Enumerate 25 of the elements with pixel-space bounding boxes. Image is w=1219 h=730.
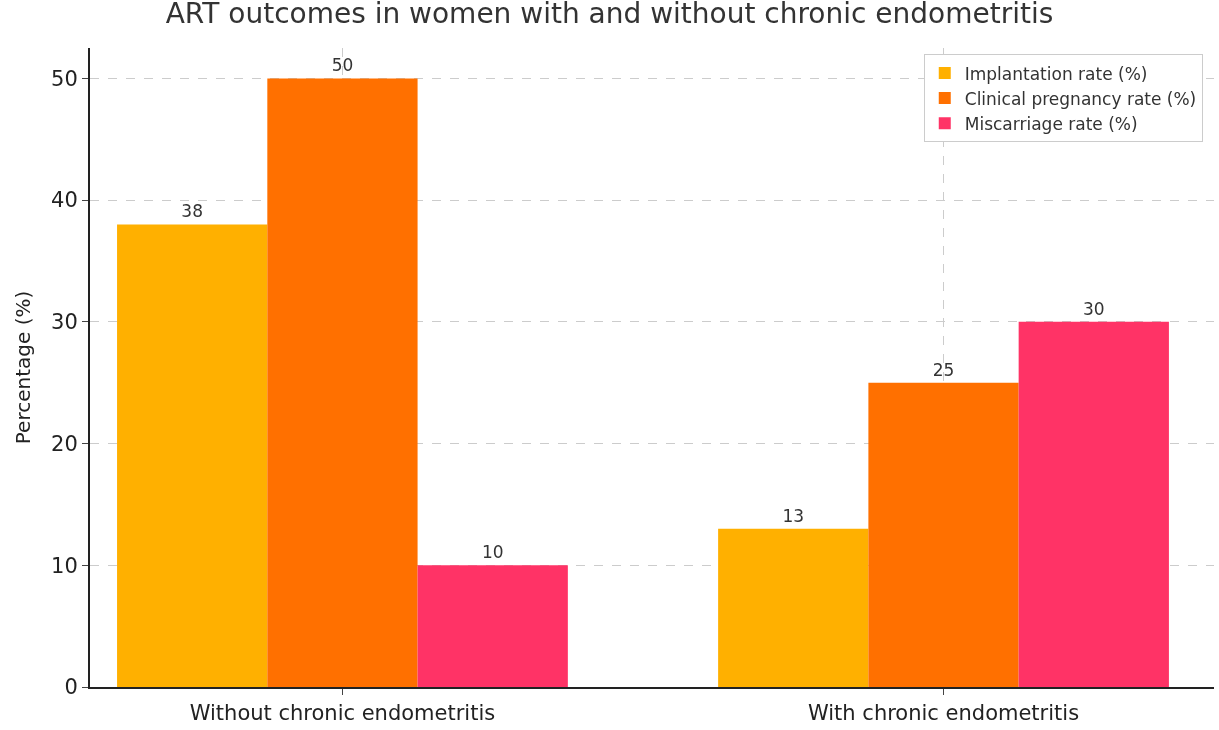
bar (417, 565, 568, 687)
legend-label: Miscarriage rate (%) (964, 113, 1138, 134)
y-tick-label: 0 (64, 675, 78, 700)
data-label: 13 (782, 505, 805, 526)
bar (718, 528, 869, 687)
y-tick-label: 50 (51, 66, 78, 91)
bar (868, 382, 1019, 687)
y-tick-label: 40 (51, 188, 78, 213)
x-tick-label: Without chronic endometritis (189, 701, 496, 726)
data-label: 50 (331, 55, 354, 76)
bar (1018, 321, 1169, 687)
data-label: 25 (932, 359, 955, 380)
legend-label: Clinical pregnancy rate (%) (964, 88, 1197, 109)
y-tick-label: 30 (51, 310, 78, 335)
bar (267, 78, 418, 687)
x-tick-label: With chronic endometritis (807, 701, 1080, 726)
bar (117, 224, 268, 687)
y-tick-label: 20 (51, 431, 78, 456)
y-tick-label: 10 (51, 553, 78, 578)
chart-title: ART outcomes in women with and without chronic endometritis (165, 0, 1054, 31)
data-label: 10 (481, 542, 504, 563)
data-label: 38 (181, 201, 204, 222)
y-axis-title: Percentage (%) (11, 290, 36, 445)
data-label: 30 (1082, 298, 1105, 319)
legend-label: Implantation rate (%) (964, 63, 1148, 84)
